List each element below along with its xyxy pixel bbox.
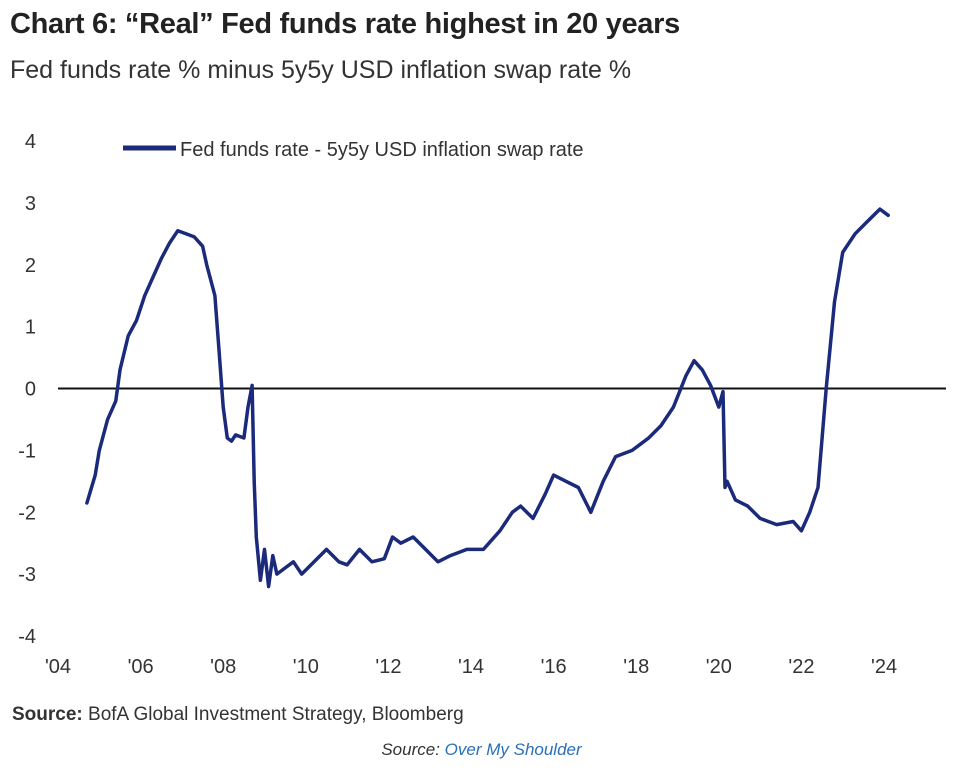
legend: Fed funds rate - 5y5y USD inflation swap… — [123, 139, 584, 161]
x-tick-label: '20 — [706, 656, 732, 678]
source-label: Source: — [12, 704, 83, 725]
y-tick-label: 1 — [25, 317, 36, 339]
x-tick-label: '06 — [128, 656, 154, 678]
x-tick-label: '10 — [293, 656, 319, 678]
y-tick-label: 3 — [25, 193, 36, 215]
y-tick-label: 2 — [25, 255, 36, 277]
y-tick-label: -4 — [18, 626, 36, 648]
y-tick-label: -3 — [18, 564, 36, 586]
credit-line: Source: Over My Shoulder — [0, 740, 963, 760]
chart-title: Chart 6: “Real” Fed funds rate highest i… — [10, 8, 680, 40]
credit-link[interactable]: Over My Shoulder — [444, 740, 582, 759]
y-axis: 4 3 2 1 0 -1 -2 -3 -4 — [18, 131, 36, 648]
line-chart: 4 3 2 1 0 -1 -2 -3 -4 '04 '06 '08 '10 '12 '14 '16 '18 '2… — [18, 131, 946, 678]
x-tick-label: '08 — [210, 656, 236, 678]
chart-subtitle: Fed funds rate % minus 5y5y USD inflatio… — [10, 56, 632, 84]
series-line — [85, 207, 890, 589]
credit-label: Source: — [381, 740, 440, 759]
x-tick-label: '16 — [541, 656, 567, 678]
y-tick-label: -2 — [18, 502, 36, 524]
x-tick-label: '22 — [788, 656, 814, 678]
x-tick-label: '14 — [458, 656, 484, 678]
x-axis: '04 '06 '08 '10 '12 '14 '16 '18 '20 '22 '24 — [45, 656, 897, 678]
legend-label: Fed funds rate - 5y5y USD inflation swap… — [180, 139, 584, 161]
y-tick-label: -1 — [18, 440, 36, 462]
y-tick-label: 0 — [25, 379, 36, 401]
x-tick-label: '24 — [871, 656, 897, 678]
source-note: Source: BofA Global Investment Strategy,… — [12, 704, 464, 726]
x-tick-label: '12 — [375, 656, 401, 678]
y-tick-label: 4 — [25, 131, 36, 153]
source-text: BofA Global Investment Strategy, Bloombe… — [88, 704, 464, 725]
x-tick-label: '18 — [623, 656, 649, 678]
x-tick-label: '04 — [45, 656, 71, 678]
